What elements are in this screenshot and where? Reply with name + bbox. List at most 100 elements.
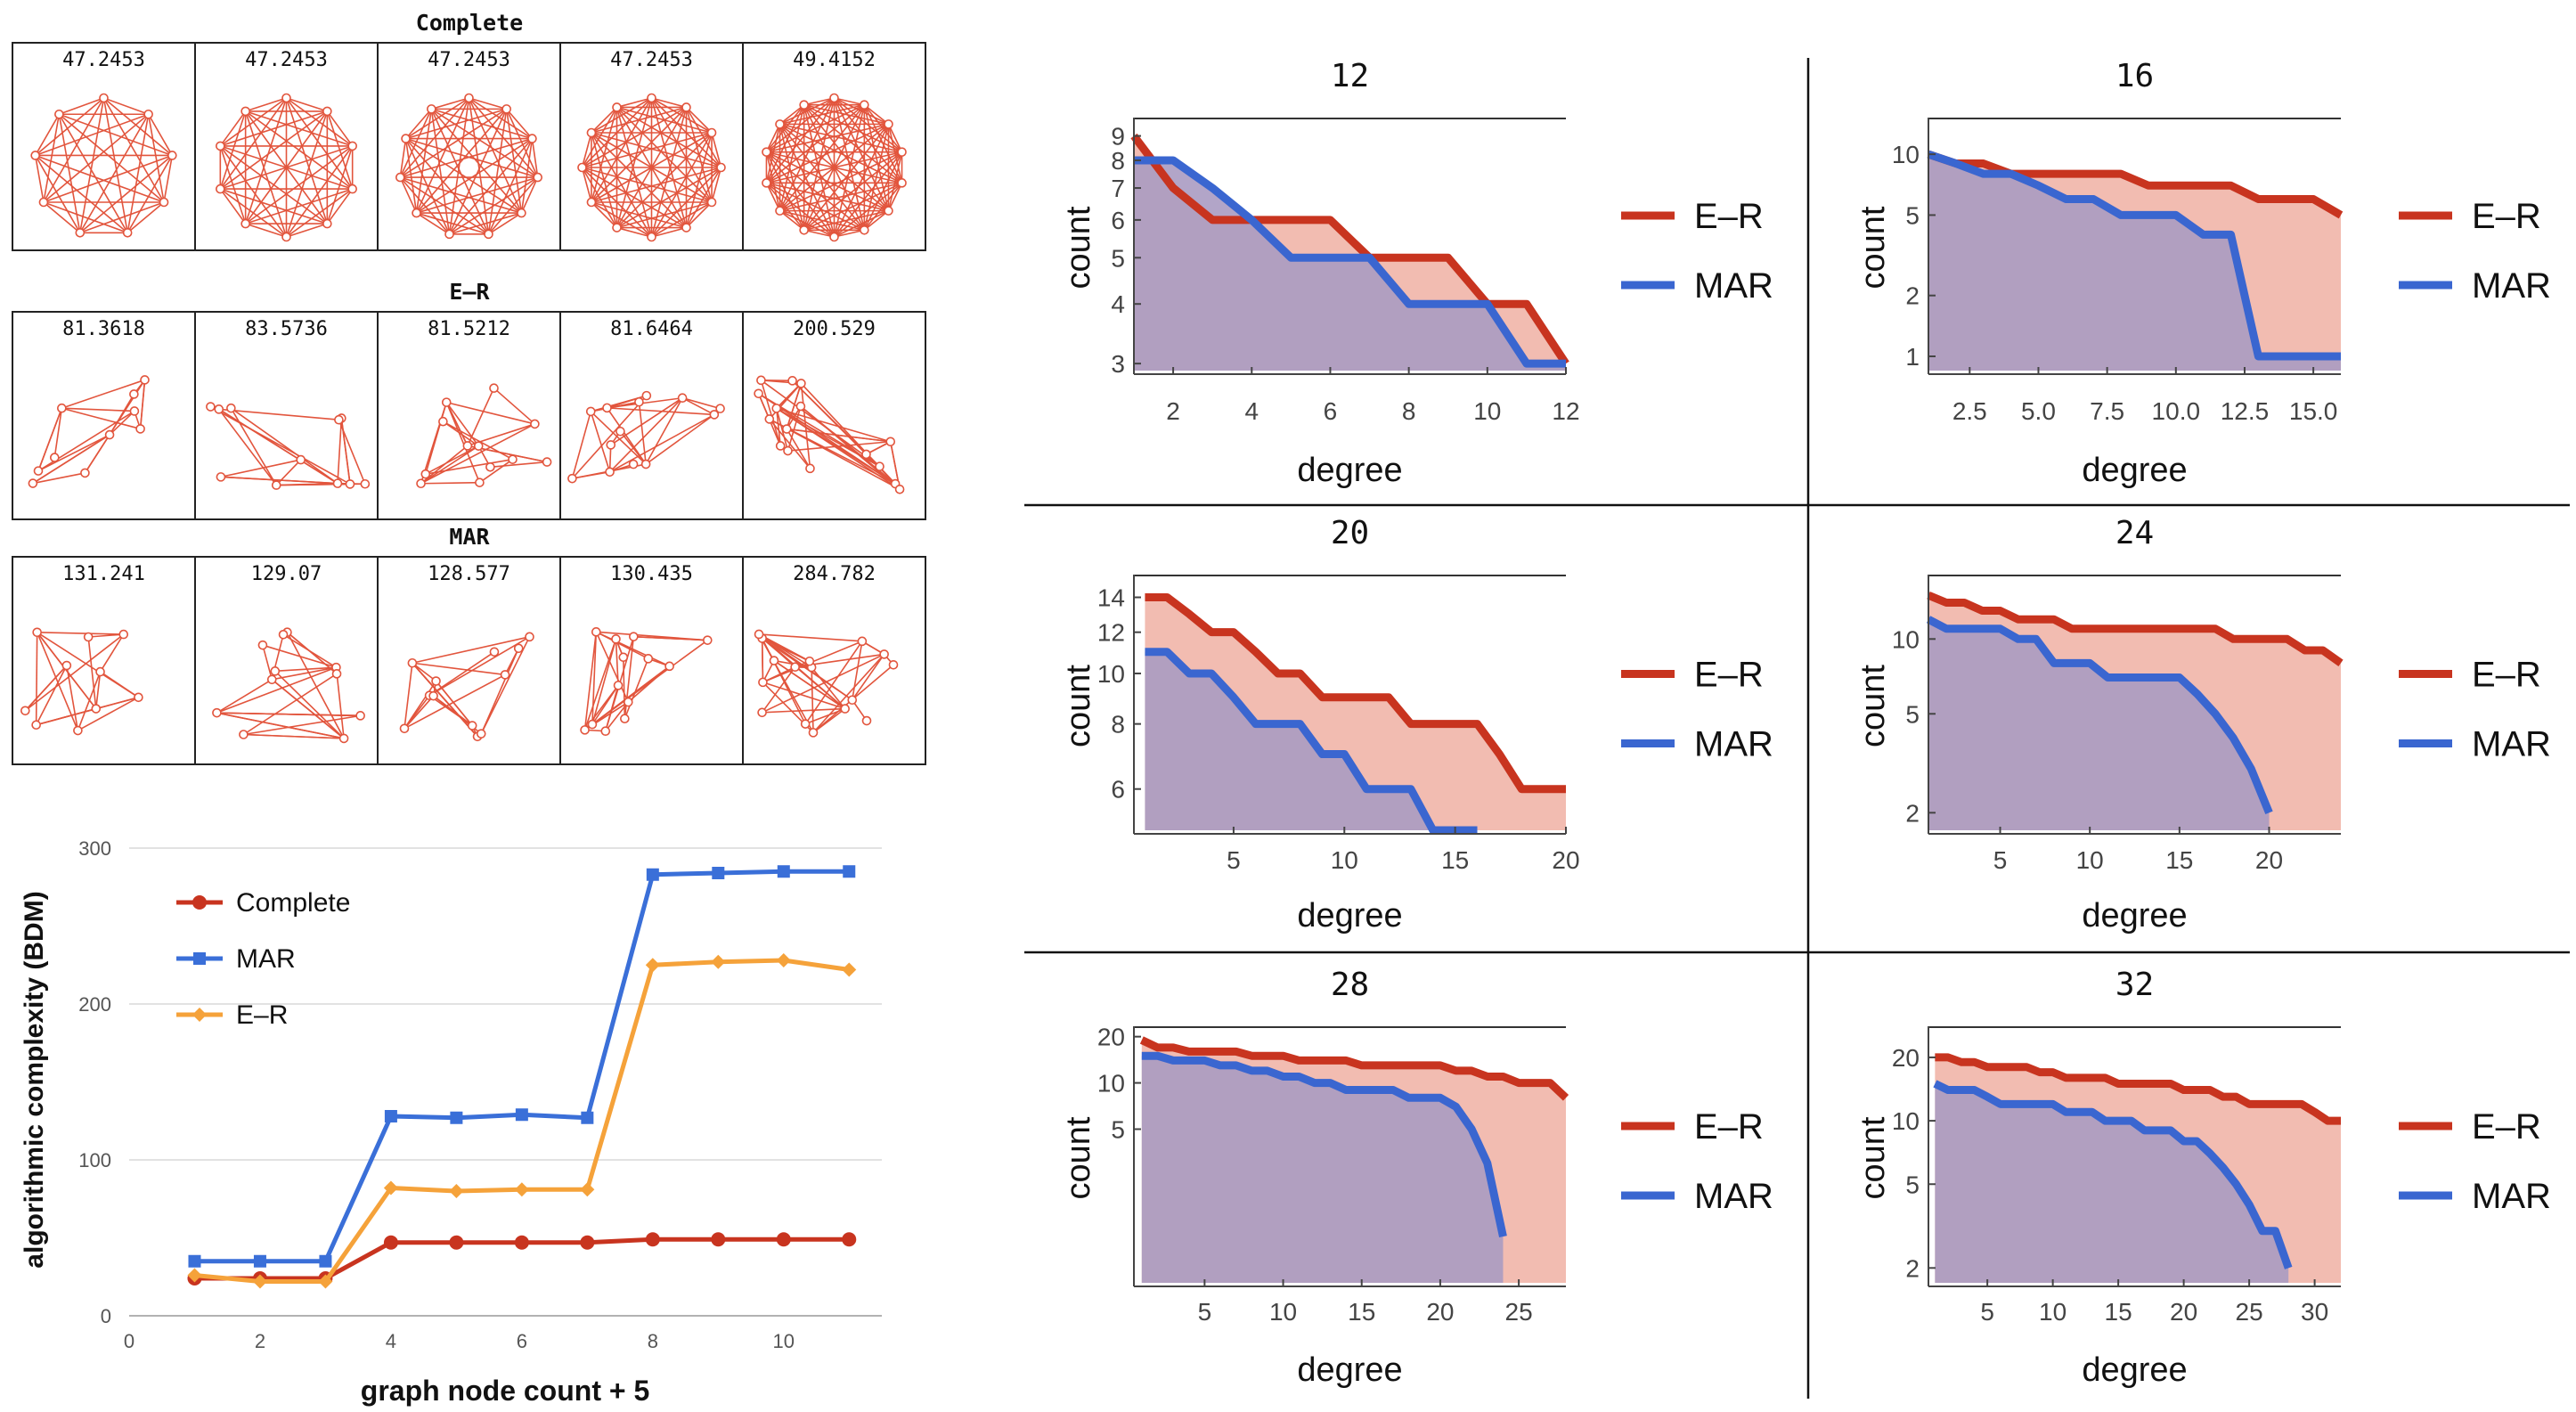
graph-edge — [833, 124, 890, 238]
graph-edge — [412, 662, 437, 682]
graph-edge — [35, 97, 105, 157]
graph-edge — [126, 201, 165, 233]
graph-node — [756, 375, 766, 386]
graph-edge — [833, 97, 890, 211]
graph-node — [438, 416, 448, 427]
graph-edge — [645, 397, 683, 465]
graph-edge — [37, 632, 97, 710]
graph-drawing — [212, 627, 365, 744]
graph-edge — [616, 226, 652, 238]
graph-node — [606, 440, 616, 450]
x-tick-label: 8 — [648, 1330, 658, 1352]
graph-node — [600, 726, 611, 737]
graph-edge — [242, 673, 338, 736]
graph-edge — [607, 407, 714, 416]
graph-node — [271, 480, 281, 490]
graph-edge — [399, 109, 433, 178]
degree-chart-24: 24 2 5 10 5 10 15 20 degree count E–R MAR — [1855, 515, 2551, 935]
graph-edge — [59, 113, 173, 157]
graph-node — [355, 711, 365, 721]
data-point — [383, 1235, 398, 1250]
y-tick-label: 6 — [1111, 207, 1125, 234]
graph-edge — [787, 440, 891, 452]
graph-edge — [591, 167, 721, 203]
bdm-value-label: 47.2453 — [245, 49, 328, 71]
y-tick-label: 20 — [1892, 1044, 1920, 1072]
legend-label: MAR — [236, 944, 296, 974]
series-E–R: E–R — [176, 953, 857, 1289]
bdm-value-label: 47.2453 — [428, 49, 510, 71]
graph-edge — [326, 110, 354, 147]
graph-edge — [779, 124, 836, 238]
graph-edge — [415, 108, 508, 214]
graph-edge — [220, 476, 338, 485]
graph-node — [399, 723, 410, 734]
data-point — [253, 1254, 266, 1268]
graph-edge — [803, 209, 889, 232]
graph-node — [629, 632, 639, 641]
graph-edge — [218, 408, 277, 486]
graph-node — [129, 389, 139, 399]
graph-edge — [487, 138, 534, 235]
x-tick-label: 0 — [124, 1330, 135, 1352]
y-axis-label: algorithmic complexity (BDM) — [20, 891, 49, 1268]
graph-node — [143, 109, 153, 119]
x-tick-label: 30 — [2301, 1298, 2328, 1326]
x-tick-label: 20 — [2170, 1298, 2197, 1326]
graph-node — [322, 218, 332, 229]
x-tick-label: 4 — [386, 1330, 396, 1352]
graph-edge — [581, 132, 592, 168]
graph-edge — [651, 97, 687, 109]
data-point — [515, 1108, 528, 1122]
graph-edge — [638, 402, 647, 465]
graph-edge — [520, 176, 539, 214]
graph-edge — [800, 383, 811, 469]
graph-edge — [43, 154, 173, 203]
graph-node — [28, 478, 38, 488]
graph-edge — [420, 481, 480, 485]
graph-node — [266, 674, 277, 685]
graph-edge — [274, 670, 345, 739]
graph-panel-title: E–R — [449, 279, 490, 305]
chart-title: 24 — [2115, 515, 2154, 551]
graph-edge — [102, 97, 165, 203]
graph-edge — [812, 653, 885, 733]
data-point — [843, 865, 856, 878]
graph-node — [401, 134, 411, 143]
graph-edge — [66, 665, 79, 731]
graph-edge — [399, 97, 470, 178]
graph-edge — [37, 407, 63, 471]
graph-edge — [591, 107, 618, 203]
graph-node — [99, 93, 109, 103]
series-line — [1134, 156, 1566, 368]
graph-node — [281, 232, 291, 242]
graph-node — [894, 484, 905, 494]
graph-node — [795, 401, 806, 412]
graph-edge — [765, 151, 836, 238]
graph-edge — [59, 97, 104, 116]
graph-edge — [834, 229, 865, 238]
data-point — [842, 962, 857, 977]
graph-node — [80, 468, 90, 478]
graph-edge — [765, 124, 781, 152]
graph-node — [664, 661, 674, 672]
graph-edge — [399, 176, 451, 235]
graph-edge — [449, 212, 522, 235]
graph-edge — [58, 113, 165, 203]
graph-node — [618, 652, 629, 663]
x-tick-label: 15.0 — [2289, 397, 2338, 425]
graph-node — [332, 478, 343, 488]
graph-edge — [887, 124, 903, 152]
graph-edge — [779, 97, 836, 211]
graph-edge — [399, 176, 489, 235]
graph-node — [75, 227, 86, 238]
graph-node — [716, 162, 726, 173]
legend-label: E–R — [2472, 656, 2541, 695]
graph-edge — [609, 397, 683, 473]
graph-node — [135, 424, 145, 434]
graph-node — [640, 459, 651, 469]
graph-node — [334, 414, 344, 425]
graph-node — [754, 629, 764, 640]
bdm-value-label: 128.577 — [428, 563, 510, 585]
